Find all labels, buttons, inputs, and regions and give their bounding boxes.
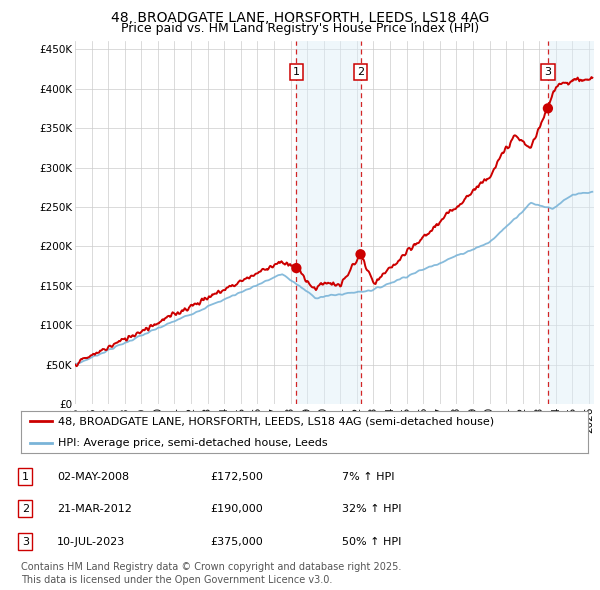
Text: 1: 1 [22,472,29,481]
Text: 3: 3 [22,537,29,546]
Text: £375,000: £375,000 [210,537,263,546]
Text: £172,500: £172,500 [210,472,263,481]
Text: 21-MAR-2012: 21-MAR-2012 [57,504,132,513]
Text: 48, BROADGATE LANE, HORSFORTH, LEEDS, LS18 4AG (semi-detached house): 48, BROADGATE LANE, HORSFORTH, LEEDS, LS… [58,417,494,426]
Text: 02-MAY-2008: 02-MAY-2008 [57,472,129,481]
Text: 3: 3 [544,67,551,77]
Point [356,250,365,259]
Text: Price paid vs. HM Land Registry's House Price Index (HPI): Price paid vs. HM Land Registry's House … [121,22,479,35]
Point [543,104,553,113]
Text: 50% ↑ HPI: 50% ↑ HPI [342,537,401,546]
Bar [548,41,600,404]
Text: HPI: Average price, semi-detached house, Leeds: HPI: Average price, semi-detached house,… [58,438,328,447]
Text: 2: 2 [357,67,364,77]
Text: 2: 2 [22,504,29,513]
Bar [548,41,600,404]
Text: Contains HM Land Registry data © Crown copyright and database right 2025.
This d: Contains HM Land Registry data © Crown c… [21,562,401,585]
Text: 10-JUL-2023: 10-JUL-2023 [57,537,125,546]
Text: 1: 1 [293,67,300,77]
Bar [296,41,361,404]
Text: £190,000: £190,000 [210,504,263,513]
Text: 7% ↑ HPI: 7% ↑ HPI [342,472,395,481]
Point [292,263,301,273]
Text: 48, BROADGATE LANE, HORSFORTH, LEEDS, LS18 4AG: 48, BROADGATE LANE, HORSFORTH, LEEDS, LS… [111,11,489,25]
Text: 32% ↑ HPI: 32% ↑ HPI [342,504,401,513]
